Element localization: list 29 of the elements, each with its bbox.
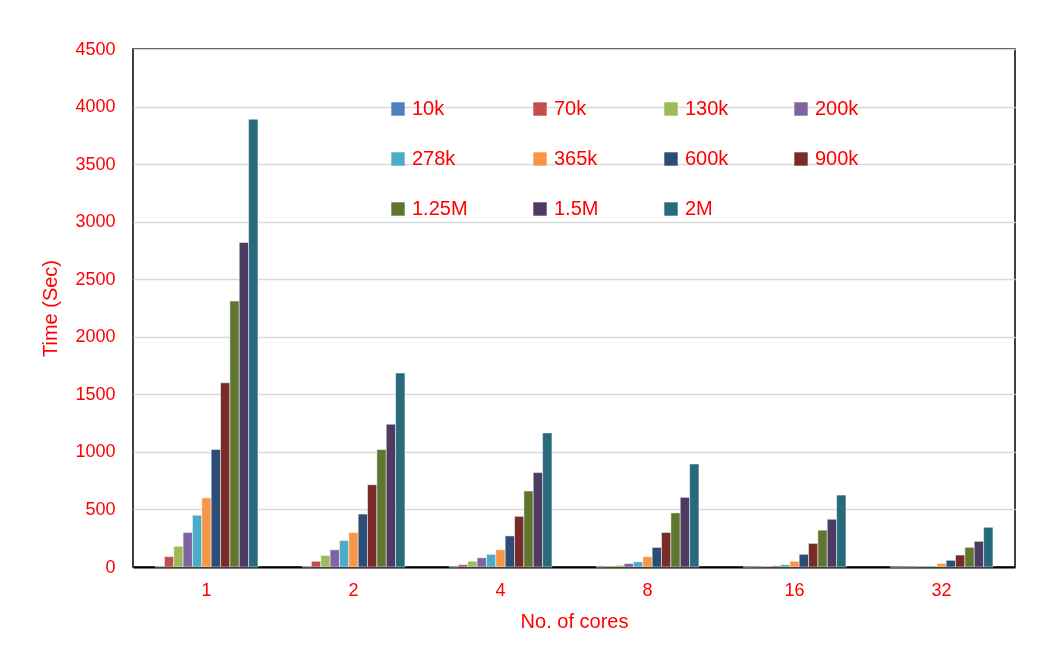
x-tick-label: 2 <box>348 579 359 600</box>
legend-label: 278k <box>412 147 457 169</box>
x-tick-label: 1 <box>201 579 212 600</box>
legend-label: 365k <box>554 147 599 169</box>
y-tick-label: 2000 <box>75 326 116 347</box>
y-tick-label: 1500 <box>75 383 116 404</box>
x-axis-title: No. of cores <box>520 609 629 632</box>
y-tick-label: 500 <box>85 498 116 519</box>
legend-label: 900k <box>815 147 860 169</box>
x-tick-label: 4 <box>495 579 506 600</box>
x-tick-label: 32 <box>931 579 952 600</box>
x-tick-label: 16 <box>784 579 805 600</box>
legend-label: 1.25M <box>412 197 468 219</box>
y-tick-label: 3000 <box>75 211 116 232</box>
y-tick-label: 1000 <box>75 441 116 462</box>
legend-label: 1.5M <box>554 197 599 219</box>
y-tick-label: 4000 <box>75 96 116 117</box>
x-tick-label: 8 <box>642 579 653 600</box>
legend-label: 600k <box>685 147 730 169</box>
y-tick-label: 0 <box>105 556 116 577</box>
legend-label: 2M <box>685 197 713 219</box>
legend-label: 70k <box>554 97 588 119</box>
y-tick-label: 4500 <box>75 38 116 59</box>
y-axis-title: Time (Sec) <box>39 259 62 358</box>
legend-label: 130k <box>685 97 730 119</box>
y-tick-label: 3500 <box>75 153 116 174</box>
legend-label: 10k <box>412 97 446 119</box>
legend-label: 200k <box>815 97 860 119</box>
y-tick-label: 2500 <box>75 268 116 289</box>
